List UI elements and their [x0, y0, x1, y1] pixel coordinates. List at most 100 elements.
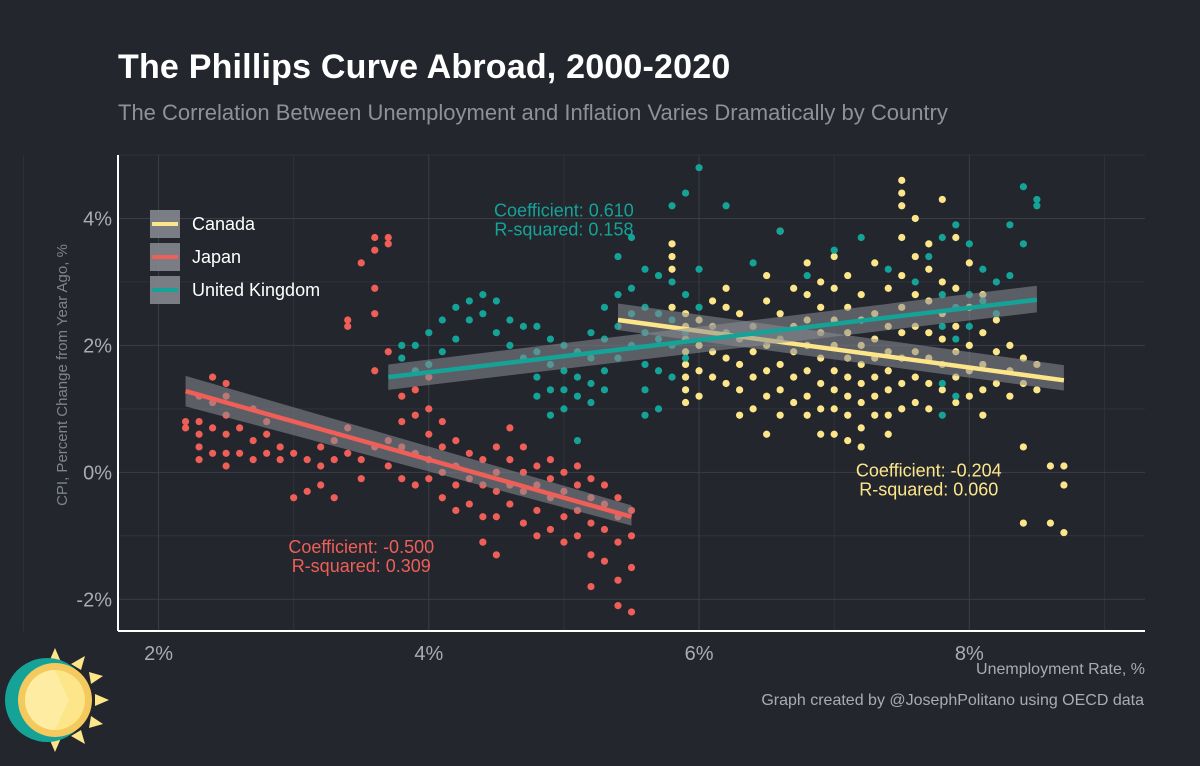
data-point — [573, 437, 582, 445]
data-point — [790, 284, 798, 292]
data-point — [965, 392, 973, 400]
data-point — [560, 468, 568, 476]
data-point — [830, 252, 838, 261]
data-point — [736, 360, 744, 369]
data-point — [627, 563, 636, 572]
data-point — [884, 367, 892, 375]
data-point — [384, 240, 392, 248]
data-point — [452, 481, 460, 489]
data-point — [587, 582, 595, 591]
data-point — [965, 322, 973, 330]
data-point — [263, 449, 271, 457]
data-point — [722, 303, 730, 311]
data-point — [884, 386, 892, 394]
data-point — [546, 525, 555, 534]
chart-caption: Graph created by @JosephPolitano using O… — [761, 692, 1144, 709]
data-point — [830, 246, 838, 254]
data-point — [925, 329, 933, 337]
x-tick-label: 2% — [144, 643, 173, 665]
data-point — [1033, 386, 1041, 394]
annotation-coefficient-japan: Coefficient: -0.500 — [288, 537, 434, 557]
data-point — [681, 189, 690, 197]
data-point — [1060, 481, 1068, 489]
data-point — [425, 329, 433, 337]
data-point — [357, 456, 365, 464]
data-point — [546, 386, 555, 394]
data-point — [668, 278, 676, 286]
legend-label: United Kingdom — [192, 280, 320, 300]
data-point — [898, 379, 906, 388]
data-point — [411, 386, 419, 394]
data-point — [992, 379, 1000, 388]
legend-label: Canada — [192, 214, 256, 234]
data-point — [763, 271, 771, 280]
data-point — [533, 506, 541, 515]
data-point — [654, 367, 663, 375]
data-point — [398, 475, 406, 483]
data-point — [979, 386, 987, 394]
data-point — [790, 398, 798, 407]
data-point — [506, 341, 514, 349]
data-point — [965, 341, 973, 349]
data-point — [736, 310, 744, 318]
data-point — [952, 284, 960, 292]
data-point — [371, 246, 379, 254]
data-point — [290, 494, 298, 502]
data-point — [1006, 341, 1014, 349]
data-point — [1006, 392, 1014, 400]
data-point — [438, 316, 446, 324]
data-point — [303, 456, 311, 464]
data-point — [573, 392, 582, 400]
data-point — [398, 392, 406, 400]
y-tick-label: -2% — [76, 589, 112, 611]
data-point — [492, 551, 500, 559]
data-point — [1033, 202, 1041, 210]
data-point — [830, 284, 838, 292]
data-point — [208, 373, 217, 381]
data-point — [898, 176, 906, 184]
x-axis-title: Unemployment Rate, % — [976, 661, 1145, 678]
data-point — [438, 443, 446, 451]
data-point — [249, 437, 257, 445]
data-point — [546, 456, 555, 464]
data-point — [817, 379, 825, 388]
data-point — [317, 462, 325, 470]
data-point — [641, 411, 649, 419]
data-point — [857, 398, 865, 407]
data-point — [492, 443, 500, 451]
data-point — [830, 430, 838, 438]
data-point — [600, 386, 609, 394]
data-point — [911, 398, 919, 407]
data-point — [533, 532, 541, 540]
data-point — [925, 265, 933, 273]
confidence-band-japan — [185, 375, 632, 526]
data-point — [790, 373, 798, 381]
data-point — [911, 291, 919, 299]
annotation-coefficient-canada: Coefficient: -0.204 — [856, 461, 1002, 481]
data-point — [330, 456, 338, 464]
data-point — [749, 405, 757, 413]
data-point — [844, 373, 852, 381]
data-point — [317, 481, 325, 489]
data-point — [384, 348, 392, 356]
data-point — [425, 405, 433, 413]
data-point — [722, 354, 730, 362]
data-point — [952, 398, 960, 407]
data-point — [546, 411, 555, 419]
data-point — [627, 284, 636, 292]
legend-label: Japan — [192, 247, 241, 267]
data-point — [708, 373, 717, 381]
data-point — [695, 367, 703, 375]
data-point — [668, 252, 676, 261]
data-point — [425, 475, 433, 483]
data-point — [938, 379, 946, 388]
data-point — [573, 373, 582, 381]
data-point — [181, 417, 190, 426]
data-point — [425, 430, 433, 438]
data-point — [722, 284, 730, 292]
data-point — [276, 456, 284, 464]
data-point — [452, 335, 460, 343]
data-point — [371, 284, 379, 292]
data-point — [952, 335, 960, 343]
